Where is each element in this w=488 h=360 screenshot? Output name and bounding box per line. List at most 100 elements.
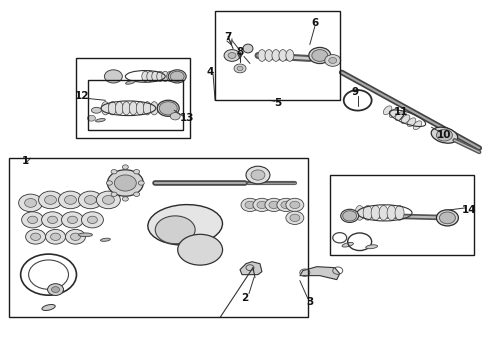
Ellipse shape [166,71,173,81]
Circle shape [250,170,264,180]
Text: 5: 5 [274,98,281,108]
Circle shape [41,212,63,228]
Ellipse shape [378,206,387,220]
Ellipse shape [91,107,101,113]
Text: 6: 6 [310,18,318,28]
Circle shape [170,113,180,120]
Circle shape [25,229,45,244]
Ellipse shape [95,118,105,122]
Ellipse shape [264,50,272,61]
Ellipse shape [177,234,222,265]
Circle shape [111,170,117,174]
Ellipse shape [394,206,403,220]
Ellipse shape [101,102,109,115]
Polygon shape [240,262,262,275]
Circle shape [122,197,128,201]
Ellipse shape [370,206,379,220]
Circle shape [133,192,140,197]
Circle shape [324,55,340,66]
Ellipse shape [151,71,159,81]
Circle shape [289,214,299,221]
Text: 11: 11 [393,107,408,117]
Circle shape [64,195,76,204]
Ellipse shape [354,206,364,220]
Ellipse shape [365,245,377,249]
Circle shape [65,229,85,244]
Text: 12: 12 [75,91,89,101]
Ellipse shape [146,71,153,81]
Ellipse shape [308,48,330,64]
Bar [215,11,339,100]
Ellipse shape [157,100,179,116]
Circle shape [87,216,97,224]
Ellipse shape [341,243,353,247]
Text: 9: 9 [350,87,358,97]
Circle shape [227,53,236,58]
Circle shape [39,191,62,209]
Circle shape [51,287,60,293]
Ellipse shape [115,102,123,115]
Ellipse shape [157,71,163,81]
Bar [9,158,307,318]
Ellipse shape [136,102,144,115]
Circle shape [268,201,278,208]
Circle shape [138,181,144,185]
Ellipse shape [401,115,409,123]
Circle shape [439,212,454,224]
Ellipse shape [278,50,286,61]
Circle shape [289,201,299,208]
Circle shape [70,233,81,240]
Circle shape [106,181,112,185]
Text: 14: 14 [461,205,476,215]
Circle shape [81,212,103,228]
Bar [329,175,473,255]
Circle shape [19,194,42,212]
Text: 10: 10 [436,130,451,140]
Ellipse shape [108,102,116,115]
Circle shape [21,212,43,228]
Circle shape [245,166,269,184]
Ellipse shape [243,44,252,53]
Circle shape [241,198,259,212]
Circle shape [31,233,41,240]
Circle shape [234,64,245,73]
Circle shape [47,284,63,296]
Circle shape [237,66,243,71]
Ellipse shape [407,118,415,127]
Text: 8: 8 [236,48,243,58]
Circle shape [111,192,117,197]
Circle shape [45,229,65,244]
Circle shape [47,216,58,224]
Ellipse shape [412,121,421,130]
Bar [88,80,183,130]
Ellipse shape [363,206,371,220]
Ellipse shape [122,102,130,115]
Ellipse shape [383,106,391,115]
Bar [76,58,190,138]
Circle shape [44,195,57,204]
Circle shape [252,198,270,212]
Text: 7: 7 [224,32,231,41]
Ellipse shape [143,102,151,115]
Circle shape [122,165,128,169]
Circle shape [285,211,303,224]
Ellipse shape [100,238,110,241]
Ellipse shape [258,50,265,61]
Ellipse shape [394,112,403,121]
Polygon shape [299,267,339,280]
Circle shape [285,198,303,212]
Circle shape [280,201,290,208]
Ellipse shape [171,71,178,81]
Circle shape [170,71,184,81]
Text: 4: 4 [206,67,213,77]
Circle shape [84,195,96,204]
Ellipse shape [142,71,148,81]
Circle shape [159,102,177,115]
Ellipse shape [168,70,186,83]
Circle shape [104,70,122,83]
Text: 2: 2 [241,293,248,302]
Ellipse shape [430,127,457,143]
Circle shape [133,170,140,174]
Ellipse shape [162,71,168,81]
Circle shape [59,191,82,209]
